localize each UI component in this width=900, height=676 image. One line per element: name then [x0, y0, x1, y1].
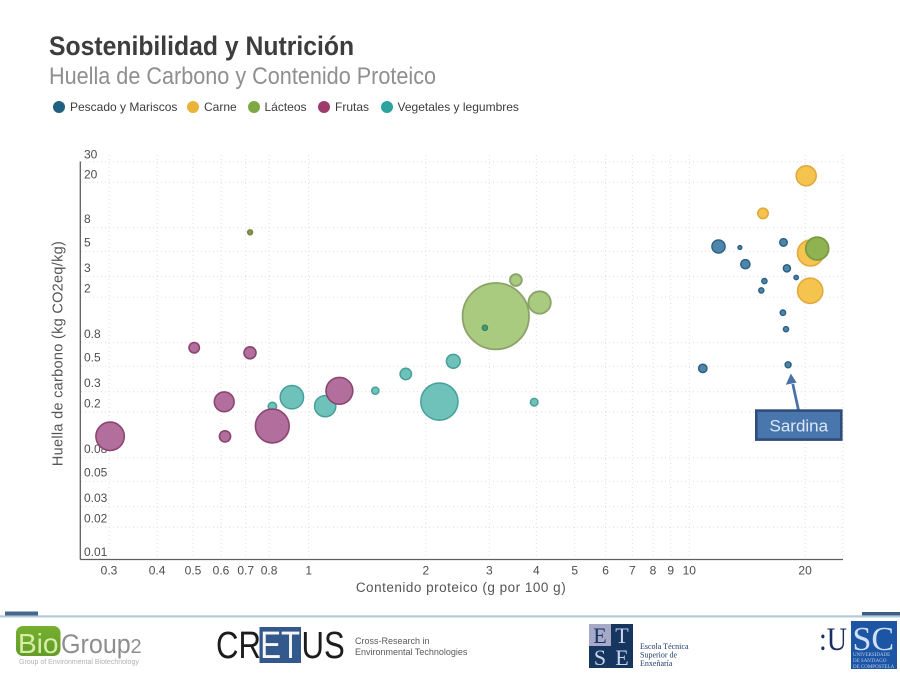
svg-text:Cross-Research in: Cross-Research in	[355, 636, 430, 646]
svg-text:8: 8	[650, 564, 657, 578]
svg-text:9: 9	[667, 564, 674, 578]
svg-text:Group of Environmental Biotech: Group of Environmental Biotechnology	[19, 659, 139, 666]
svg-text:CR: CR	[216, 625, 261, 667]
svg-text:Sardina: Sardina	[769, 417, 828, 436]
svg-text:E: E	[615, 645, 628, 670]
svg-text:0.02: 0.02	[84, 511, 108, 525]
svg-text:2: 2	[84, 281, 91, 295]
svg-text:3: 3	[84, 261, 91, 275]
svg-text::U: :U	[819, 621, 847, 658]
svg-text:30: 30	[84, 148, 98, 162]
svg-text:Huella de carbono (kg CO2eq/kg: Huella de carbono (kg CO2eq/kg)	[51, 241, 67, 466]
svg-text:0.5: 0.5	[84, 351, 101, 365]
svg-text:2: 2	[131, 636, 142, 658]
svg-text:Escola Técnica: Escola Técnica	[640, 642, 689, 651]
svg-text:0.2: 0.2	[84, 396, 101, 410]
svg-text:0.3: 0.3	[84, 376, 101, 390]
svg-text:DE COMPOSTELA: DE COMPOSTELA	[853, 665, 895, 670]
svg-text:8: 8	[84, 212, 91, 226]
svg-text:10: 10	[683, 564, 697, 578]
svg-text:S: S	[594, 645, 606, 670]
svg-text:E: E	[593, 623, 606, 648]
svg-text:Group: Group	[61, 628, 131, 659]
svg-text:T: T	[615, 623, 629, 648]
svg-text:0.6: 0.6	[213, 564, 230, 578]
svg-text:Environmental Technologies: Environmental Technologies	[355, 647, 468, 657]
svg-text:US: US	[302, 625, 345, 667]
svg-text:5: 5	[571, 564, 578, 578]
svg-text:2: 2	[422, 564, 429, 578]
svg-text:ET: ET	[260, 625, 300, 667]
svg-text:Superior de: Superior de	[640, 651, 678, 660]
svg-text:4: 4	[533, 564, 540, 578]
svg-text:0.3: 0.3	[101, 564, 118, 578]
svg-text:SC: SC	[853, 621, 895, 658]
svg-text:3: 3	[486, 564, 493, 578]
svg-text:0.4: 0.4	[149, 564, 166, 578]
svg-text:0.8: 0.8	[261, 564, 278, 578]
svg-text:20: 20	[84, 167, 98, 181]
svg-text:Bio: Bio	[18, 628, 58, 659]
svg-text:Contenido proteico (g por 100: Contenido proteico (g por 100 g)	[356, 580, 566, 595]
svg-text:5: 5	[84, 236, 91, 250]
svg-text:0.05: 0.05	[84, 466, 108, 480]
svg-text:0.03: 0.03	[84, 491, 108, 505]
svg-text:6: 6	[602, 564, 609, 578]
svg-text:0.5: 0.5	[185, 564, 202, 578]
svg-text:Enxeñaría: Enxeñaría	[640, 659, 673, 668]
svg-text:UNIVERSIDADE: UNIVERSIDADE	[853, 653, 890, 658]
svg-text:20: 20	[798, 564, 812, 578]
svg-text:0.8: 0.8	[84, 327, 101, 341]
svg-text:0.01: 0.01	[84, 545, 108, 559]
svg-text:DE SANTIAGO: DE SANTIAGO	[853, 659, 887, 664]
svg-text:1: 1	[305, 564, 312, 578]
svg-text:0.7: 0.7	[237, 564, 254, 578]
svg-text:7: 7	[629, 564, 636, 578]
